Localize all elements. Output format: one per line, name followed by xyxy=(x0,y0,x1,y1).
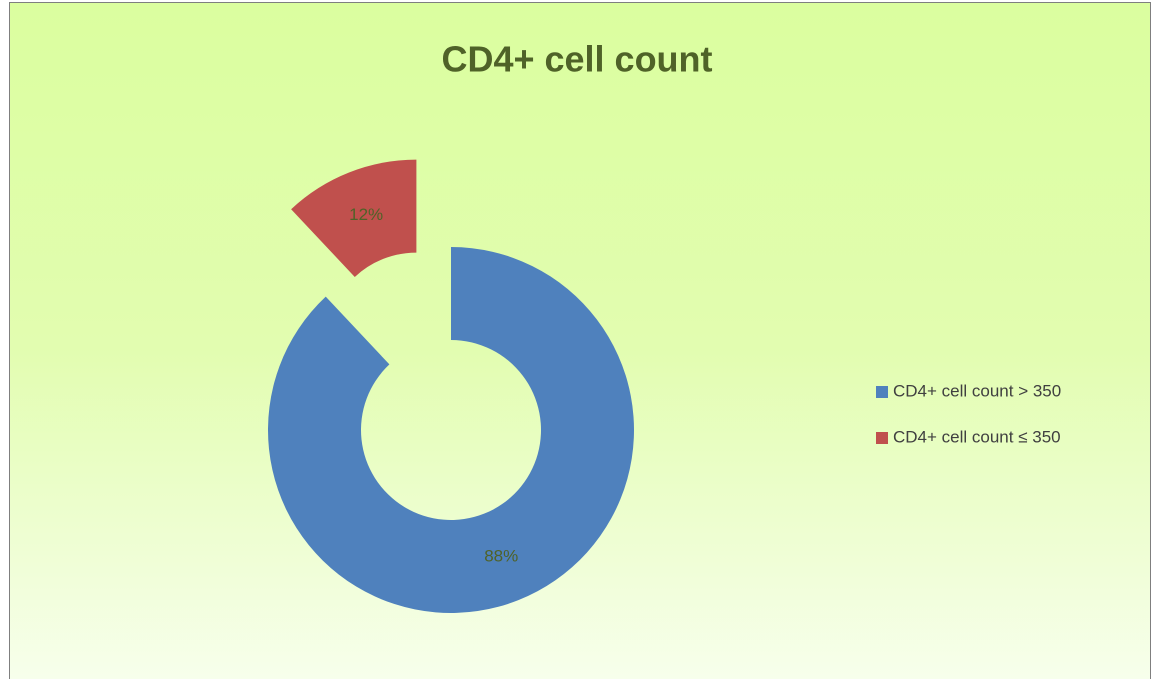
data-label: 12% xyxy=(349,205,383,224)
donut-slice xyxy=(267,247,634,613)
donut-slice xyxy=(291,159,417,277)
data-label: 88% xyxy=(484,546,518,565)
legend-label: CD4+ cell count > 350 xyxy=(893,381,1061,400)
legend-swatch xyxy=(876,386,888,398)
chart-title: CD4+ cell count xyxy=(441,39,712,80)
legend-label: CD4+ cell count ≤ 350 xyxy=(893,427,1061,446)
legend-swatch xyxy=(876,432,888,444)
